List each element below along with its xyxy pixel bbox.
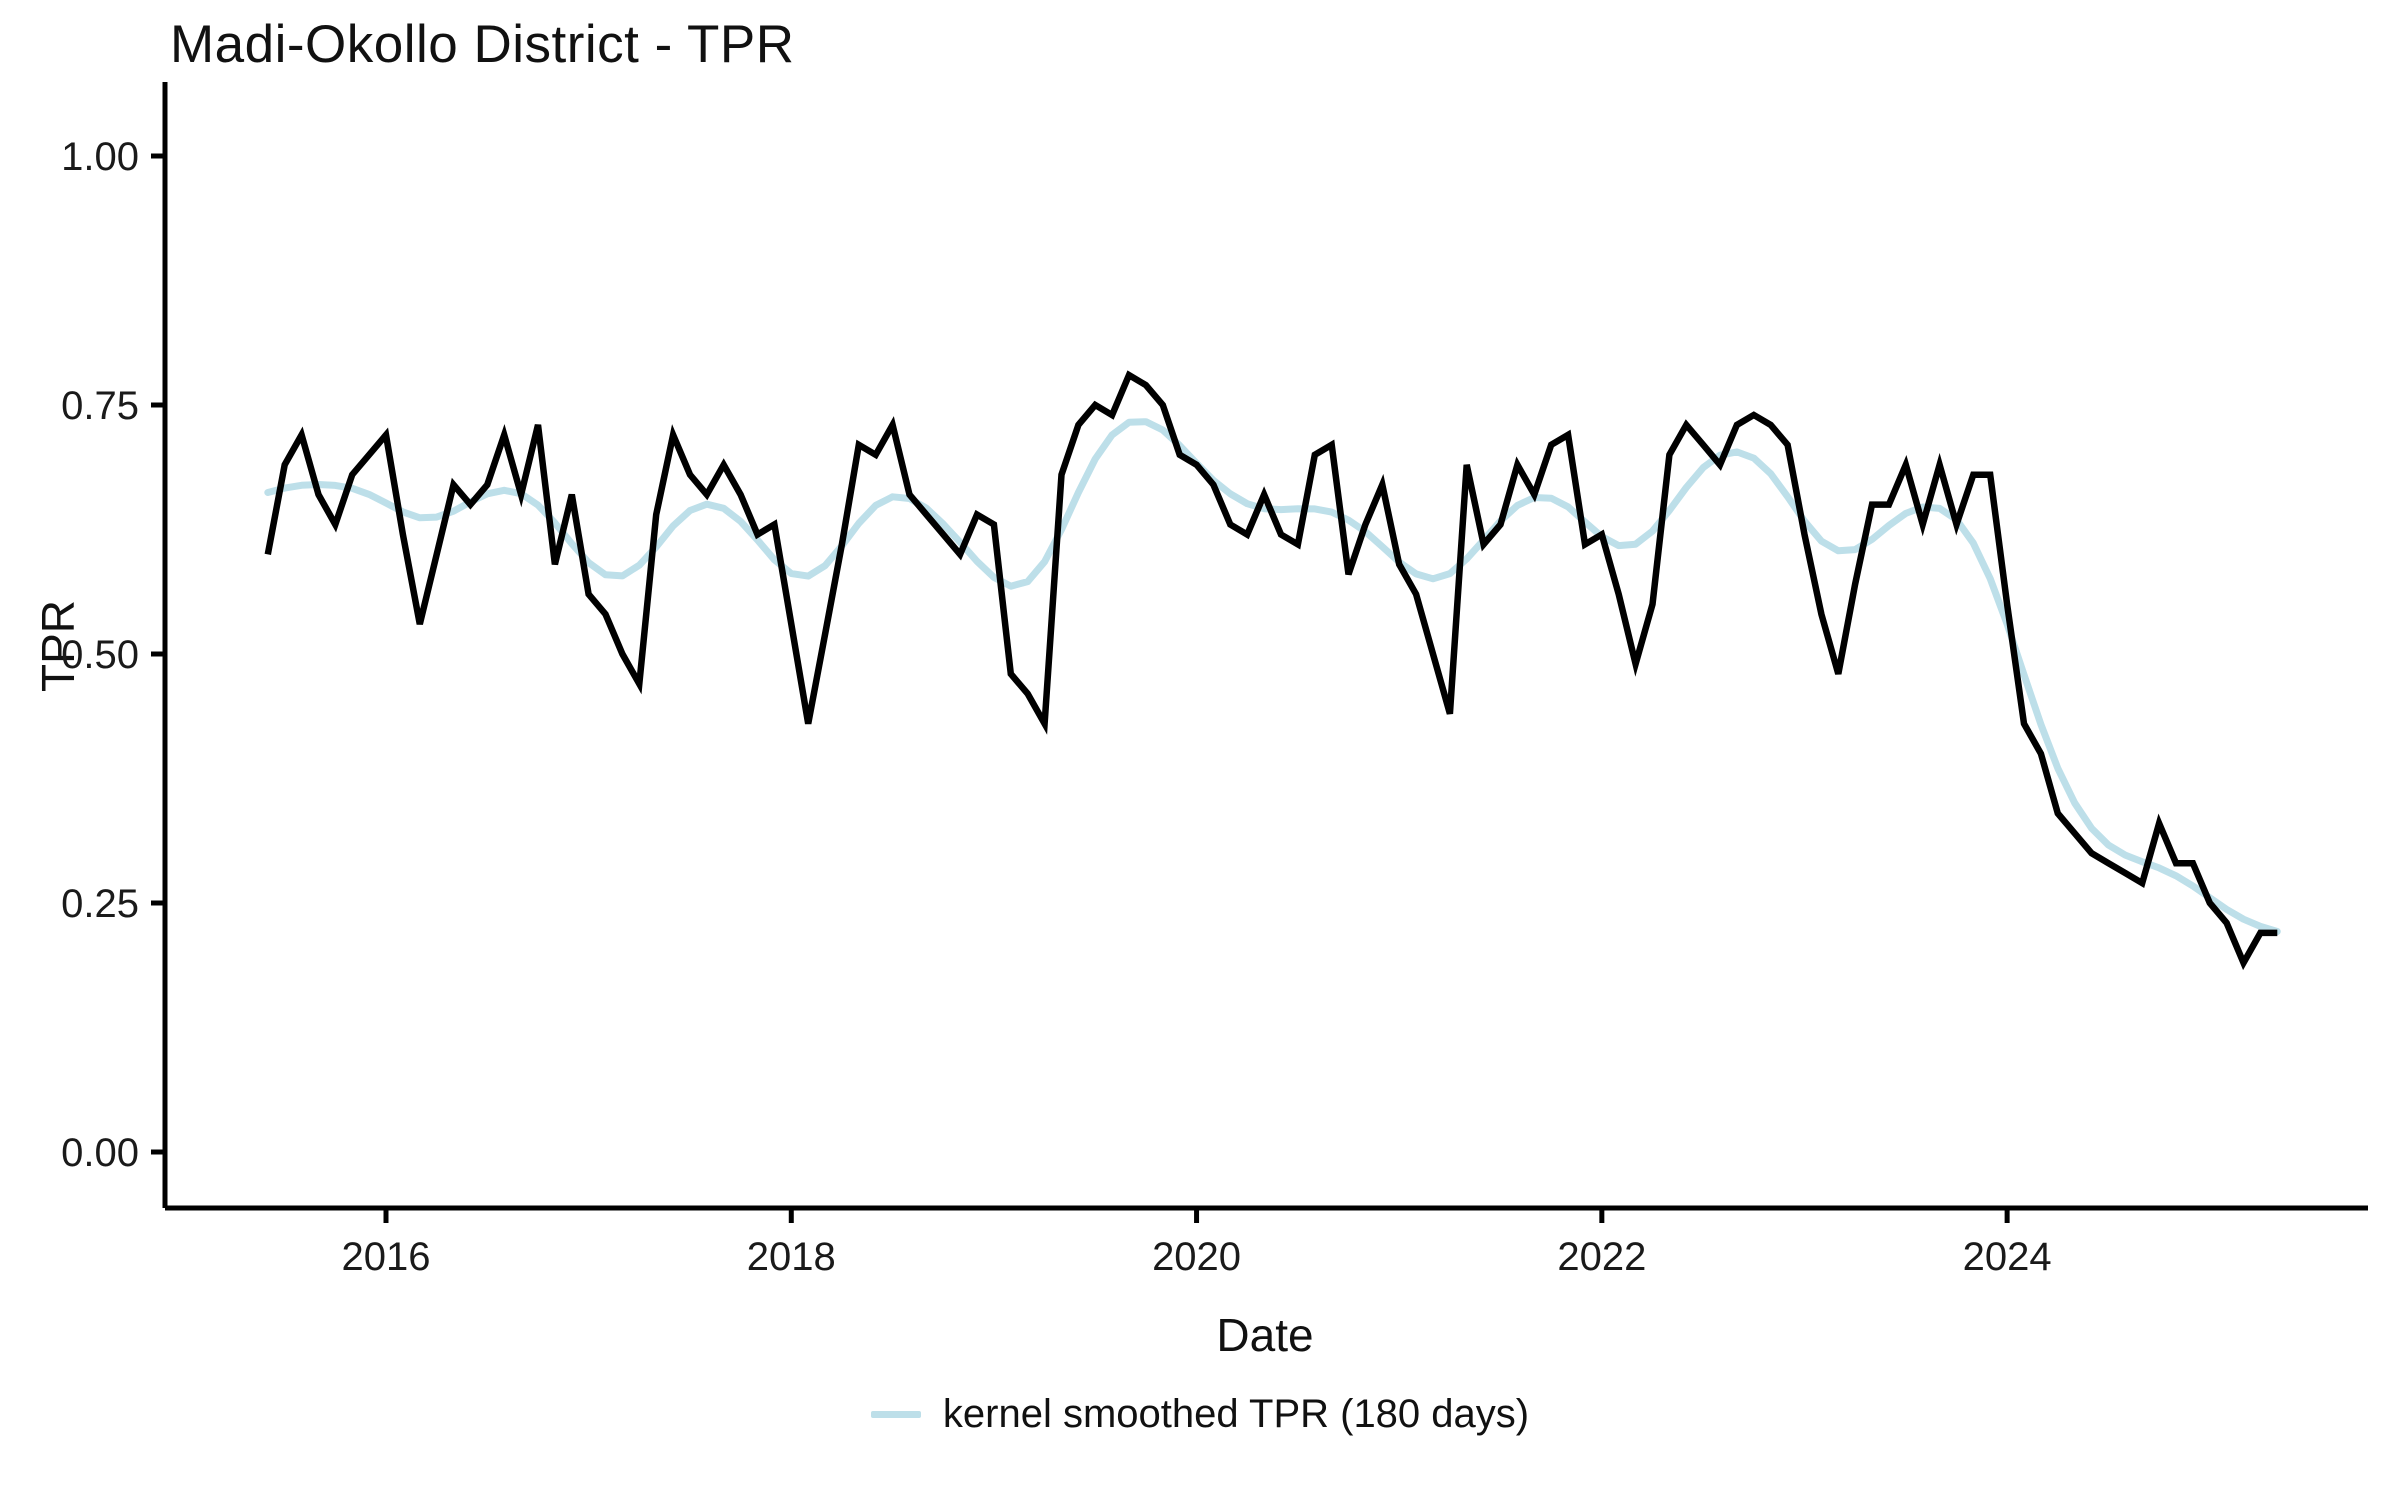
y-tick-label: 0.50 xyxy=(61,633,139,677)
x-tick-label: 2024 xyxy=(1963,1235,2052,1279)
x-tick-label: 2022 xyxy=(1557,1235,1646,1279)
smoothed-line-legend-swatch xyxy=(870,1411,921,1418)
x-axis-title: Date xyxy=(1216,1309,1314,1361)
y-tick-label: 1.00 xyxy=(61,135,139,179)
legend-label: kernel smoothed TPR (180 days) xyxy=(942,1392,1530,1436)
y-tick-label: 0.00 xyxy=(61,1131,139,1175)
legend: kernel smoothed TPR (180 days) xyxy=(0,1392,2400,1437)
x-tick-label: 2018 xyxy=(747,1235,836,1279)
y-tick-label: 0.75 xyxy=(61,384,139,428)
chart-title: Madi-Okollo District - TPR xyxy=(170,15,795,74)
x-tick-label: 2020 xyxy=(1152,1235,1241,1279)
axis-ticks: 0.00 0.25 0.50 0.75 1.00 2016 2018 2020 2022 2024 xyxy=(61,135,2051,1279)
tpr-line xyxy=(264,370,2278,971)
y-tick-label: 0.25 xyxy=(61,882,139,926)
x-tick-label: 2016 xyxy=(342,1235,431,1279)
